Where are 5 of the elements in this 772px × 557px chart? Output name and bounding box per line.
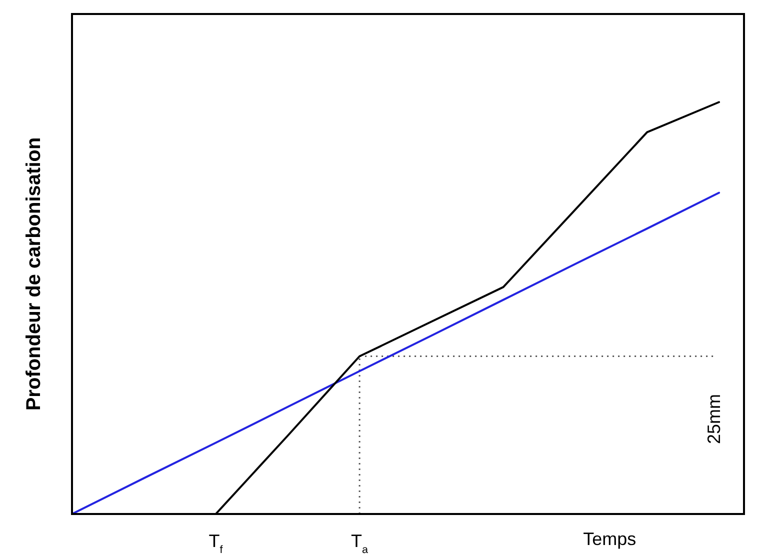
x-tick-label: T$_{f}$: [208, 531, 224, 556]
annotation: 25mm: [704, 394, 724, 444]
x-axis-title: Temps: [583, 529, 636, 549]
y-axis-title: Profondeur de carbonisation: [23, 137, 45, 411]
x-tick-label: T$_{a}$: [351, 531, 368, 556]
